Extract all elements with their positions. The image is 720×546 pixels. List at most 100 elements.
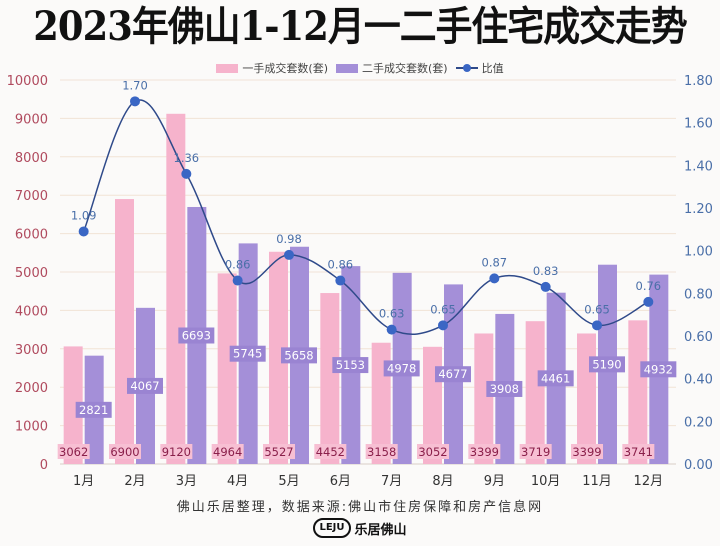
value-label-bg — [640, 361, 677, 378]
ratio-marker — [284, 249, 294, 260]
value-label-second-homes: 5745 — [233, 347, 262, 361]
x-axis-tick: 6月 — [330, 474, 351, 489]
value-label-bg — [314, 444, 347, 459]
legend-item-new-homes: 一手成交套数(套) — [216, 60, 328, 76]
value-label-new-homes: 3158 — [367, 445, 396, 459]
x-axis-tick: 9月 — [484, 474, 505, 489]
value-label-bg — [571, 444, 603, 459]
value-label-second-homes: 2821 — [79, 403, 108, 417]
left-axis-tick: 2000 — [15, 381, 48, 396]
value-label-bg — [486, 380, 523, 397]
ratio-value-label: 0.86 — [225, 258, 251, 272]
right-axis-tick: 1.40 — [684, 159, 713, 174]
bar-new-homes — [320, 293, 340, 464]
value-label-second-homes: 5153 — [336, 358, 365, 372]
ratio-marker — [130, 96, 140, 107]
x-axis-tick: 1月 — [73, 474, 94, 489]
right-axis-tick: 1.20 — [684, 202, 713, 217]
ratio-marker — [78, 226, 89, 237]
left-axis-tick: 4000 — [15, 304, 48, 319]
ratio-value-label: 0.65 — [430, 302, 456, 316]
value-label-second-homes: 4067 — [130, 379, 159, 393]
value-label-bg — [178, 327, 215, 344]
ratio-marker — [489, 273, 500, 284]
right-axis-tick: 1.00 — [684, 245, 713, 260]
right-axis-tick: 1.60 — [684, 117, 713, 132]
value-label-bg — [160, 444, 193, 459]
bar-new-homes — [474, 333, 494, 464]
value-label-bg — [365, 444, 398, 459]
x-axis-tick: 7月 — [381, 474, 402, 489]
left-axis-tick: 6000 — [15, 228, 48, 243]
legend-label: 二手成交套数(套) — [362, 62, 448, 75]
x-axis-tick: 12月 — [634, 474, 664, 489]
ratio-value-label: 0.83 — [533, 264, 559, 278]
legend-label: 比值 — [481, 62, 504, 75]
left-axis-tick: 1000 — [15, 420, 48, 435]
bar-new-homes — [628, 320, 648, 464]
ratio-marker — [181, 168, 192, 179]
x-axis-tick: 5月 — [278, 474, 299, 489]
x-axis-tick: 2月 — [124, 474, 145, 489]
value-label-new-homes: 5527 — [264, 445, 293, 459]
value-label-bg — [57, 444, 90, 459]
chart-title: 2023年佛山1-12月一二手住宅成交走势 — [33, 3, 688, 50]
legend-swatch-pink — [216, 63, 239, 73]
value-label-bg — [435, 366, 471, 383]
value-label-new-homes: 3399 — [470, 445, 499, 459]
value-label-bg — [281, 347, 317, 364]
right-axis-tick: 0.60 — [684, 330, 713, 345]
value-label-second-homes: 5190 — [592, 357, 621, 371]
value-label-new-homes: 9120 — [162, 445, 191, 459]
value-label-new-homes: 3719 — [521, 445, 550, 459]
value-label-second-homes: 5658 — [284, 348, 313, 362]
ratio-value-label: 1.09 — [71, 208, 97, 222]
value-label-second-homes: 4978 — [387, 361, 416, 375]
ratio-marker — [438, 320, 448, 331]
legend-swatch-purple — [336, 63, 358, 73]
value-label-bg — [229, 345, 266, 362]
right-axis-tick: 0.00 — [684, 458, 713, 473]
right-axis-tick: 0.40 — [684, 373, 713, 388]
x-axis-tick: 8月 — [432, 474, 453, 489]
value-label-bg — [589, 356, 625, 373]
left-axis-tick: 3000 — [15, 343, 48, 358]
value-label-new-homes: 3052 — [418, 445, 447, 459]
value-label-bg — [211, 444, 244, 459]
ratio-marker — [540, 281, 551, 292]
x-axis-tick: 4月 — [227, 474, 248, 489]
value-label-new-homes: 3062 — [59, 445, 88, 459]
value-label-new-homes: 4964 — [213, 445, 242, 459]
bar-new-homes — [217, 273, 237, 464]
right-axis-tick: 0.20 — [684, 415, 713, 430]
ratio-marker — [232, 275, 243, 286]
bar-new-homes — [166, 113, 186, 465]
left-axis-tick: 9000 — [15, 112, 48, 127]
ratio-value-label: 1.70 — [122, 78, 148, 92]
bar-new-homes — [269, 251, 288, 464]
legend-label: 一手成交套数(套) — [242, 62, 328, 75]
value-label-bg — [537, 370, 574, 387]
x-axis-tick: 10月 — [531, 474, 561, 489]
legend-line-marker-icon — [455, 63, 478, 73]
brand-name: 乐居佛山 — [354, 522, 407, 538]
bar-new-homes — [525, 321, 545, 464]
value-label-bg — [383, 360, 420, 377]
ratio-value-label: 0.76 — [636, 279, 662, 293]
x-axis-tick: 11月 — [582, 474, 612, 489]
ratio-value-label: 0.98 — [276, 232, 302, 246]
value-label-bg — [519, 444, 552, 459]
chart-legend: 一手成交套数(套) 二手成交套数(套) 比值 — [0, 60, 720, 76]
ratio-marker — [386, 324, 397, 335]
value-label-second-homes: 4461 — [541, 371, 570, 385]
data-source-note: 佛山乐居整理，数据来源:佛山市住房保障和房产信息网 — [176, 500, 544, 515]
value-label-bg — [622, 444, 655, 459]
left-axis-tick: 0 — [40, 458, 48, 473]
left-axis-tick: 7000 — [15, 189, 48, 204]
left-axis-tick: 10000 — [7, 74, 48, 89]
value-label-bg — [468, 444, 501, 459]
value-label-bg — [417, 444, 449, 459]
value-label-bg — [263, 444, 295, 459]
value-label-new-homes: 4452 — [316, 445, 345, 459]
